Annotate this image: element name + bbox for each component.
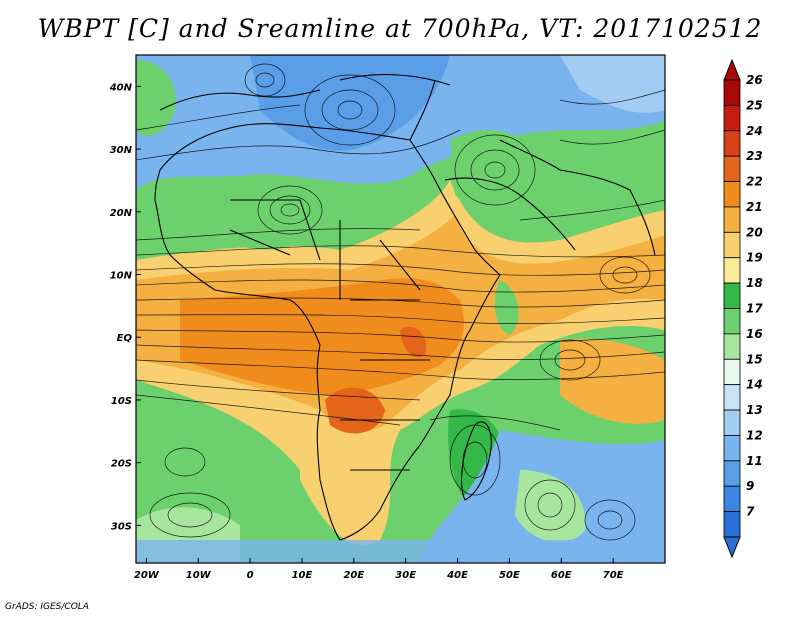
lon-label: 10E xyxy=(292,570,313,581)
colorbar-label: 14 xyxy=(746,378,763,392)
wbpt-field xyxy=(136,55,665,563)
colorbar-label: 19 xyxy=(746,251,763,265)
colorbar-swatch xyxy=(723,308,741,335)
colorbar-label: 25 xyxy=(746,98,763,112)
colorbar-label: 9 xyxy=(746,479,754,493)
colorbar-swatch xyxy=(723,409,741,436)
colorbar-swatch xyxy=(723,104,741,132)
map-frame xyxy=(135,54,666,564)
lon-label: 10W xyxy=(186,570,212,581)
coastlines xyxy=(154,74,656,541)
colorbar-swatch xyxy=(723,511,741,538)
colorbar-label: 16 xyxy=(746,327,763,341)
colorbar-label: 23 xyxy=(746,149,763,163)
lat-label: 30S xyxy=(111,521,132,532)
lon-label: 40E xyxy=(446,570,468,581)
colorbar-swatch xyxy=(723,155,741,182)
credit-text: GrADS: IGES/COLA xyxy=(5,602,89,612)
lon-label: 70E xyxy=(603,570,624,581)
colorbar-label: 20 xyxy=(746,225,763,239)
colorbar-max-arrow xyxy=(723,58,741,81)
colorbar-swatch xyxy=(723,181,741,208)
lon-label: 0 xyxy=(247,570,254,581)
colorbar-label: 22 xyxy=(746,175,763,189)
colorbar-label: 13 xyxy=(746,403,763,417)
colorbar-label: 11 xyxy=(746,454,763,468)
colorbar-swatch xyxy=(723,282,741,309)
lat-label: 10N xyxy=(110,271,133,282)
lat-label: 30N xyxy=(110,145,133,156)
colorbar-swatch xyxy=(723,130,741,157)
colorbar-min-arrow xyxy=(723,536,741,559)
lat-label: 20S xyxy=(111,459,132,470)
colorbar-swatch xyxy=(723,358,741,386)
colorbar-label: 21 xyxy=(746,200,763,214)
axis-labels: 40N 30N 20N 10N EQ 10S 20S 30S 20W 10W 0 10E 20E 30E 4… xyxy=(109,82,624,581)
colorbar-swatch xyxy=(723,435,741,462)
colorbar-swatch xyxy=(723,333,741,360)
lat-label: 20N xyxy=(110,208,133,219)
colorbar-swatch xyxy=(723,231,741,259)
colorbar-label: 15 xyxy=(746,352,763,366)
colorbar-label: 18 xyxy=(746,276,763,290)
colorbar-swatch xyxy=(723,460,741,487)
streamlines xyxy=(136,63,665,541)
lon-label: 50E xyxy=(499,570,520,581)
colorbar-swatch xyxy=(723,79,741,106)
lon-label: 20W xyxy=(134,570,160,581)
lat-label: 10S xyxy=(111,396,132,407)
colorbar-label: 7 xyxy=(746,505,755,519)
colorbar-swatch xyxy=(723,257,741,284)
lon-label: 30E xyxy=(395,570,416,581)
lon-label: 60E xyxy=(551,570,572,581)
lon-label: 20E xyxy=(343,570,364,581)
colorbar-label: 26 xyxy=(746,73,763,87)
colorbar-swatch xyxy=(723,384,741,411)
colorbar-label: 24 xyxy=(746,124,763,138)
map-title: WBPT [C] and Sreamline at 700hPa, VT: 20… xyxy=(37,14,763,43)
colorbar-label: 17 xyxy=(746,302,763,316)
colorbar-swatch xyxy=(723,206,741,233)
lat-label: EQ xyxy=(117,333,133,344)
colorbar-legend: 26 25 24 23 22 21 20 19 18 17 16 15 14 13 12 11 9 7 xyxy=(723,58,763,559)
colorbar-swatch xyxy=(723,485,741,513)
colorbar-label: 12 xyxy=(746,428,763,442)
lat-label: 40N xyxy=(109,82,133,93)
